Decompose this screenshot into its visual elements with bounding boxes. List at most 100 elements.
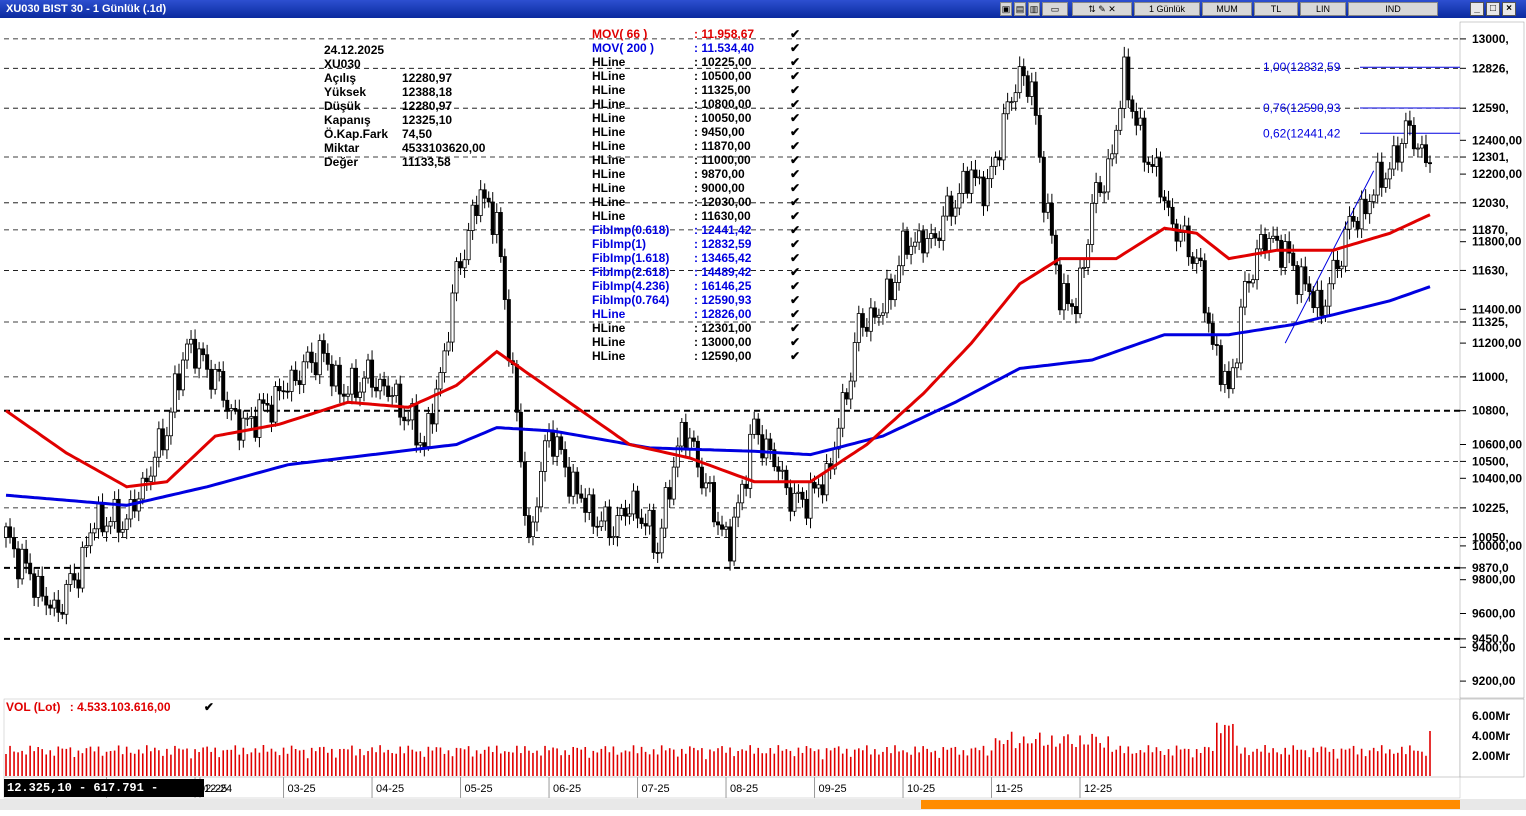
candle-body (249, 416, 254, 419)
candle-body (559, 436, 564, 450)
candle-body (1226, 370, 1231, 390)
checkmark-icon[interactable]: ✔ (790, 321, 801, 335)
y-tick-label-bg (1462, 453, 1522, 469)
checkmark-icon[interactable]: ✔ (790, 167, 801, 181)
candle-body (1291, 252, 1296, 266)
checkmark-icon[interactable]: ✔ (790, 55, 801, 69)
toolbar-icon-3[interactable]: ▥ (1028, 2, 1040, 16)
checkmark-icon[interactable]: ✔ (790, 181, 801, 195)
candle-body (1230, 367, 1235, 390)
candle-body (860, 313, 865, 328)
candle-body (313, 362, 318, 376)
checkmark-icon[interactable]: ✔ (790, 111, 801, 125)
checkmark-icon[interactable]: ✔ (790, 69, 801, 83)
candle-body (1134, 111, 1139, 126)
candle-body (724, 526, 729, 530)
candle-body (128, 499, 133, 520)
checkmark-icon[interactable]: ✔ (790, 279, 801, 293)
candle-body (378, 378, 383, 392)
candle-body (659, 527, 664, 554)
candle-body (784, 469, 789, 489)
candle-body (804, 498, 809, 519)
candle-body (1154, 157, 1159, 167)
legend-row: HLine: 11000,00 ✔ (592, 153, 800, 167)
candle-body (1403, 120, 1408, 144)
info-row: Yüksek 12388,18 (324, 85, 485, 99)
checkmark-icon[interactable]: ✔ (790, 237, 801, 251)
candle-body (913, 241, 918, 247)
candle-body (281, 390, 286, 393)
legend-row: HLine: 10225,00 ✔ (592, 55, 800, 69)
minimize-icon[interactable]: _ (1470, 2, 1484, 16)
candle-body (52, 599, 57, 609)
checkmark-icon[interactable]: ✔ (790, 349, 801, 363)
horizontal-scrollbar[interactable] (0, 799, 1526, 810)
checkmark-icon[interactable]: ✔ (790, 83, 801, 97)
toolbar-chart-type[interactable]: MUM (1202, 2, 1252, 16)
candle-body (1295, 265, 1300, 295)
y-tick-label: 12030, (1472, 196, 1509, 210)
candle-body (1255, 248, 1260, 281)
y-tick-label-bg (1462, 313, 1522, 329)
candle-body (1311, 291, 1316, 309)
checkmark-icon[interactable]: ✔ (790, 335, 801, 349)
toolbar-period[interactable]: 1 Günlük (1134, 2, 1200, 16)
checkmark-icon[interactable]: ✔ (790, 293, 801, 307)
toolbar-scale[interactable]: LIN (1300, 2, 1346, 16)
candle-body (888, 278, 893, 301)
info-row: Düşük 12280,97 (324, 99, 485, 113)
price-plot-area (4, 22, 1460, 698)
candle-body (667, 487, 672, 500)
toolbar-icon-1[interactable]: ▣ (1000, 2, 1012, 16)
x-tick-label: 06-25 (553, 783, 581, 795)
candle-body (768, 438, 773, 451)
toolbar-indicators[interactable]: IND (1348, 2, 1438, 16)
candle-body (1049, 202, 1054, 236)
candle-body (764, 438, 769, 459)
candle-body (571, 471, 576, 497)
checkmark-icon[interactable]: ✔ (790, 41, 801, 55)
candle-body (80, 546, 85, 589)
checkmark-icon[interactable]: ✔ (790, 251, 801, 265)
checkmark-icon[interactable]: ✔ (790, 223, 801, 237)
x-tick-label: 11-25 (996, 783, 1023, 795)
candle-body (695, 440, 700, 468)
candle-body (285, 390, 290, 393)
checkmark-icon[interactable]: ✔ (790, 153, 801, 167)
maximize-icon[interactable]: □ (1486, 2, 1500, 16)
checkmark-icon[interactable]: ✔ (790, 97, 801, 111)
candle-body (1259, 234, 1264, 250)
checkmark-icon[interactable]: ✔ (790, 139, 801, 153)
candle-body (394, 383, 399, 397)
info-row: Değer 11133,58 (324, 155, 485, 169)
toolbar-tools-icon[interactable]: ⇅ ✎ ✕ (1072, 2, 1132, 16)
candle-body (370, 359, 375, 388)
legend-value: : 12832,59 (694, 237, 752, 251)
checkmark-icon[interactable]: ✔ (790, 195, 801, 209)
toolbar-currency[interactable]: TL (1254, 2, 1298, 16)
candle-body (1029, 81, 1034, 97)
legend-value: : 11325,00 (694, 83, 751, 97)
candle-body (740, 483, 745, 504)
candle-body (720, 524, 725, 530)
toolbar-icon-4[interactable]: ▭ (1042, 2, 1068, 16)
candle-body (120, 529, 125, 533)
candle-body (703, 482, 708, 489)
candle-body (410, 403, 415, 421)
checkmark-icon[interactable]: ✔ (790, 265, 801, 279)
toolbar-icon-2[interactable]: ▤ (1014, 2, 1026, 16)
candle-body (949, 195, 954, 217)
checkmark-icon[interactable]: ✔ (790, 27, 801, 41)
checkmark-icon[interactable]: ✔ (790, 307, 801, 321)
legend-name: HLine (592, 167, 626, 181)
checkmark-icon[interactable]: ✔ (790, 209, 801, 223)
checkmark-icon[interactable]: ✔ (790, 125, 801, 139)
candle-body (595, 525, 600, 528)
candle-body (756, 418, 761, 436)
candle-body (607, 506, 612, 539)
candle-body (100, 502, 105, 533)
close-icon[interactable]: × (1502, 2, 1516, 16)
candle-body (1383, 178, 1388, 188)
scrollbar-thumb[interactable] (921, 800, 1460, 809)
